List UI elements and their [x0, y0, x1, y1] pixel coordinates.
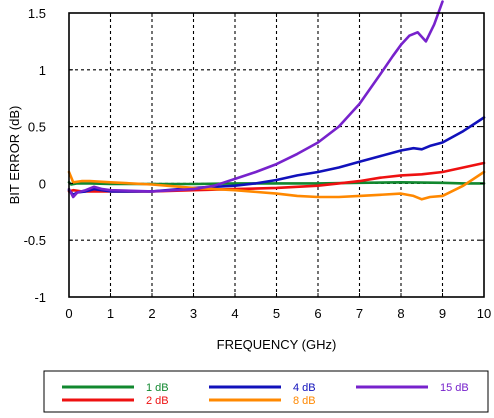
x-tick-label: 1	[107, 306, 114, 321]
legend-label: 2 dB	[146, 395, 169, 407]
legend-label: 8 dB	[293, 395, 316, 407]
legend: 1 dB2 dB 4 dB8 dB 15 dB	[43, 370, 489, 413]
series-line-8-db	[67, 170, 486, 201]
x-tick-label: 0	[65, 306, 72, 321]
y-tick-label: 1.5	[28, 6, 46, 21]
y-axis-label: BIT ERROR (dB)	[7, 106, 22, 205]
x-tick-label: 3	[190, 306, 197, 321]
legend-box	[43, 370, 489, 413]
x-axis-label: FREQUENCY (GHz)	[217, 337, 337, 352]
x-tick-label: 6	[314, 306, 321, 321]
grid-lines	[69, 13, 484, 297]
series-line-4-db	[67, 116, 486, 197]
y-tick-label: -1	[34, 290, 46, 305]
y-tick-label: 0.5	[28, 120, 46, 135]
legend-label: 4 dB	[293, 382, 316, 394]
series-line-15-db	[67, 0, 444, 199]
series-line-1-db	[67, 181, 486, 186]
plot-series	[67, 0, 486, 201]
y-tick-label: 1	[39, 63, 46, 78]
x-tick-label: 2	[148, 306, 155, 321]
y-tick-label: 0	[39, 176, 46, 191]
x-tick-label: 9	[439, 306, 446, 321]
x-tick-label: 7	[356, 306, 363, 321]
y-tick-label: -0.5	[24, 233, 46, 248]
x-tick-label: 4	[231, 306, 238, 321]
x-tick-label: 8	[397, 306, 404, 321]
axis-ticks: 0 1 2 3 4 5 6 7 8 9 10 -1 -0.5 0 0.5 1 1.5	[24, 6, 492, 321]
x-tick-label: 5	[273, 306, 280, 321]
x-tick-label: 10	[477, 306, 491, 321]
legend-label: 1 dB	[146, 382, 169, 394]
legend-label: 15 dB	[440, 382, 469, 394]
